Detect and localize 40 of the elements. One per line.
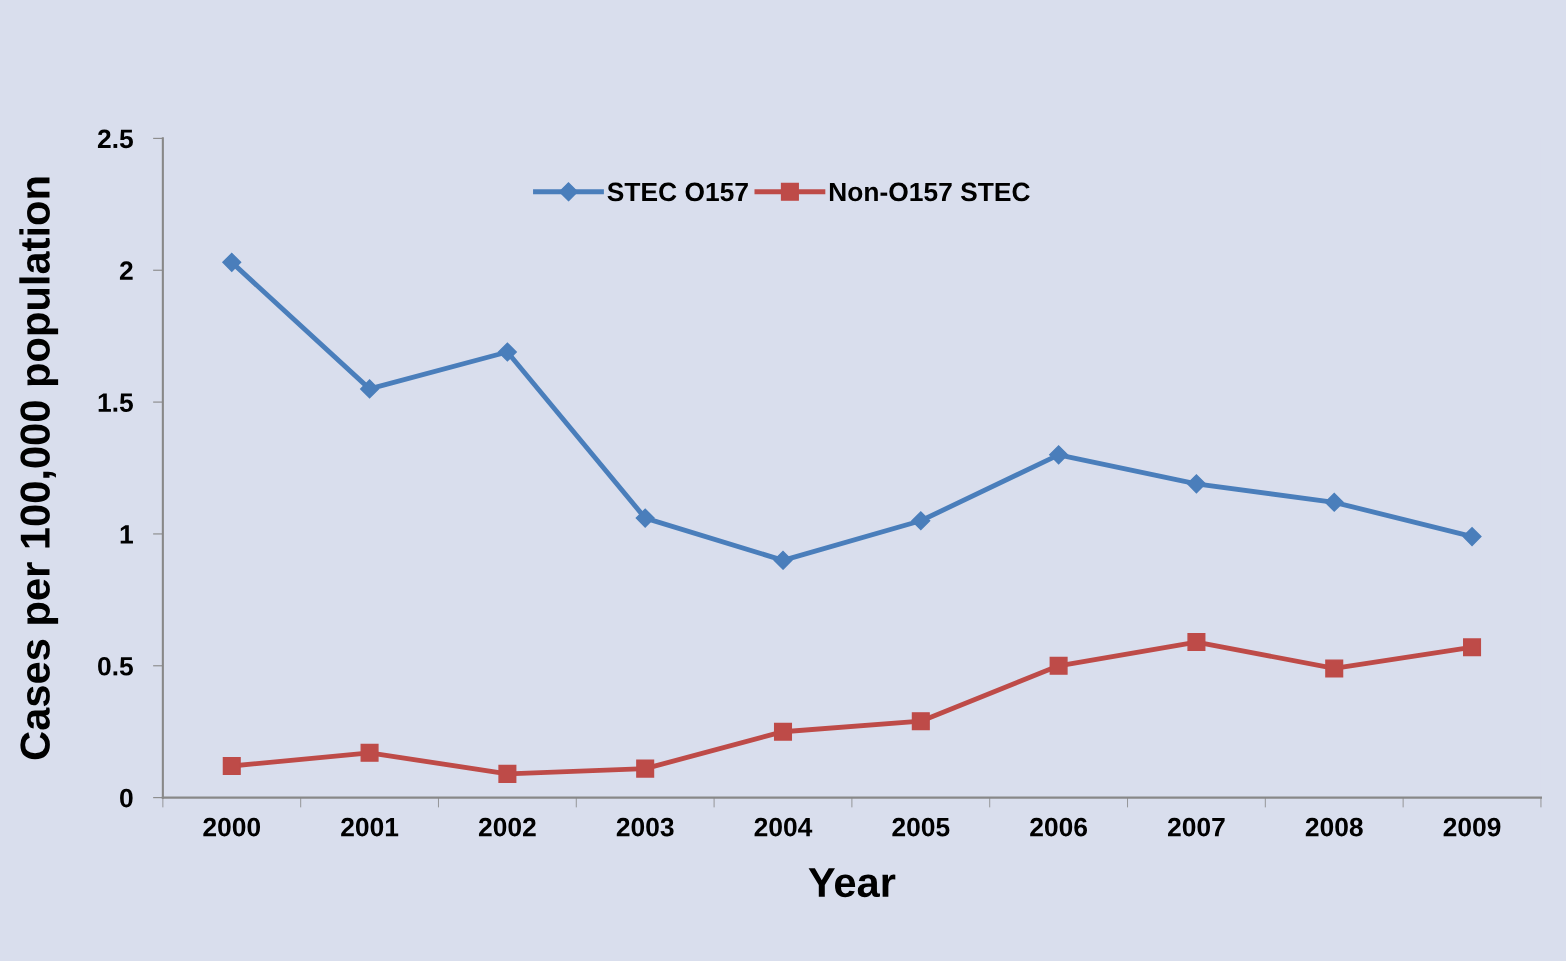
point: [360, 743, 379, 762]
point: [911, 511, 931, 531]
y-tick-label: 1: [120, 525, 133, 544]
x-tick-label: 2009: [1443, 817, 1501, 837]
x-tick-label: 2007: [1167, 817, 1225, 837]
point: [1462, 527, 1482, 547]
y-tick-label: 0: [120, 788, 133, 808]
point: [498, 764, 517, 783]
point: [1186, 474, 1206, 494]
y-tick-label: 2: [119, 261, 133, 280]
x-tick-label: 2002: [478, 817, 536, 837]
x-tick-label: 2001: [341, 817, 399, 837]
point: [222, 252, 242, 272]
x-tick-label: 2008: [1305, 817, 1363, 837]
point: [773, 722, 793, 741]
x-tick-label: 2005: [892, 817, 950, 837]
point: [1463, 638, 1482, 657]
point: [911, 712, 930, 731]
point: [1049, 445, 1069, 465]
point: [1324, 492, 1344, 512]
y-tick-label: 2.5: [97, 129, 133, 149]
y-axis-title: Cases per 100,000 population: [19, 177, 59, 760]
x-tick-label: 2006: [1030, 817, 1088, 837]
point: [222, 756, 241, 776]
point: [1325, 659, 1344, 678]
point: [1187, 633, 1206, 652]
point: [773, 550, 793, 570]
point: [636, 759, 655, 778]
legend-label: STEC O157: [607, 182, 748, 202]
point: [360, 379, 380, 399]
x-tick-label: 2000: [203, 817, 261, 837]
x-tick-label: 2004: [754, 817, 813, 837]
y-tick-label: 0.5: [98, 656, 133, 676]
point: [1049, 656, 1068, 675]
x-axis-title: Year: [808, 868, 896, 898]
point: [635, 508, 655, 528]
x-tick-label: 2003: [616, 817, 674, 837]
y-tick-label: 1.5: [98, 393, 133, 412]
legend-label: Non-O157 STEC: [829, 182, 1030, 202]
point: [497, 342, 517, 362]
